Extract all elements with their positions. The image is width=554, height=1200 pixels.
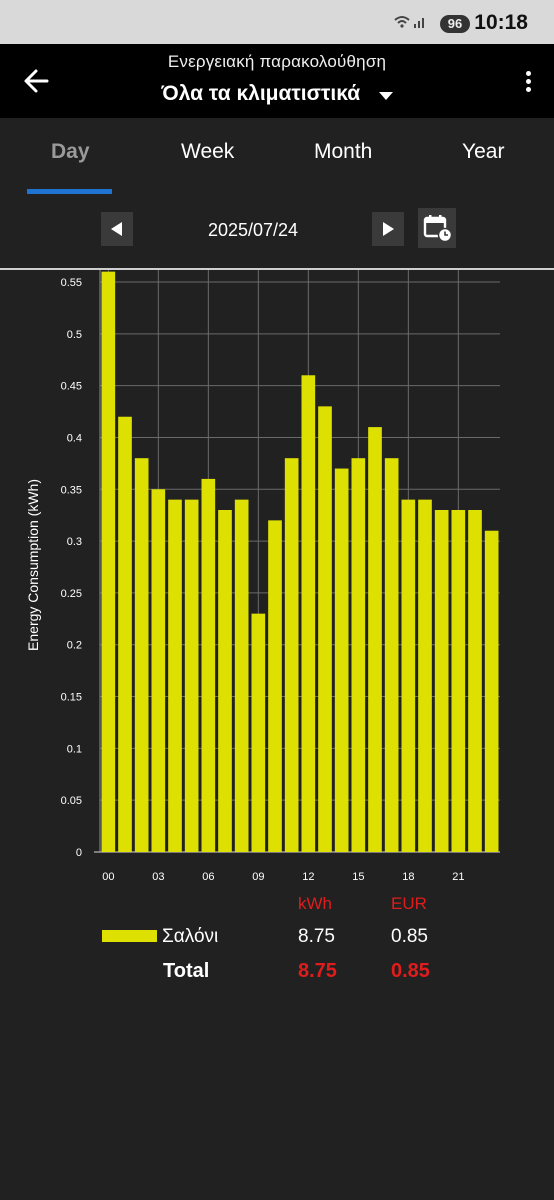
total-label: Total: [163, 960, 210, 982]
tab-day[interactable]: Day: [51, 140, 90, 163]
caret-down-icon: [378, 91, 393, 100]
y-axis-label: Energy Consumption (kWh): [25, 479, 41, 651]
bar-hour-14: [334, 468, 349, 852]
y-tick-label: 0.05: [61, 795, 82, 807]
arrow-left-icon: [24, 69, 49, 93]
triangle-left-icon: [111, 222, 122, 236]
total-kwh: 8.75: [298, 960, 337, 982]
next-day-button[interactable]: [372, 212, 404, 246]
y-tick-label: 0.3: [67, 536, 82, 548]
bar-hour-10: [268, 520, 282, 852]
bar-hour-07: [218, 510, 232, 852]
y-tick-label: 0.4: [67, 432, 82, 444]
active-tab-indicator: [27, 189, 112, 194]
bar-hour-03: [151, 489, 166, 852]
bar-hour-16: [368, 427, 382, 852]
series-kwh: 8.75: [298, 926, 335, 947]
tab-month[interactable]: Month: [314, 140, 373, 163]
device-selector[interactable]: Όλα τα κλιματιστικά: [0, 82, 554, 106]
bar-hour-18: [401, 499, 416, 852]
eur-column-header: EUR: [391, 894, 427, 913]
x-tick-label: 09: [252, 871, 264, 883]
app-bar: Ενεργειακή παρακολούθηση Όλα τα κλιματισ…: [0, 44, 554, 118]
bar-hour-01: [118, 416, 132, 852]
bar-hour-05: [184, 499, 199, 852]
bar-hour-20: [434, 510, 449, 852]
x-tick-label: 18: [402, 871, 414, 883]
clock: 10:18: [474, 11, 528, 34]
x-tick-label: 15: [352, 871, 364, 883]
bar-hour-17: [384, 458, 399, 852]
x-tick-label: 00: [102, 871, 114, 883]
y-tick-label: 0.35: [61, 484, 82, 496]
bar-hour-11: [284, 458, 299, 852]
energy-bar-chart: 0 0.05 0.1 0.15 0.2 0.25 0.3 0.35 0.4 0.45 0.5 0.55…: [25, 270, 500, 883]
series-name: Σαλόνι: [162, 926, 219, 947]
bar-hour-19: [418, 499, 432, 852]
x-tick-label: 06: [202, 871, 214, 883]
y-tick-label: 0.55: [61, 277, 82, 289]
tab-year[interactable]: Year: [462, 140, 505, 163]
page-title: Όλα τα κλιματιστικά: [161, 82, 361, 105]
wifi-signal-icon: [394, 15, 428, 32]
status-bar: 96 10:18: [0, 0, 554, 44]
calendar-button[interactable]: [418, 208, 456, 248]
period-tabs: Day Week Month Year: [0, 118, 554, 196]
y-tick-label: 0.15: [61, 692, 82, 704]
y-tick-label: 0.5: [67, 329, 82, 341]
x-tick-label: 03: [152, 871, 164, 883]
bar-hour-15: [351, 458, 366, 852]
triangle-right-icon: [383, 222, 394, 236]
bar-hour-04: [168, 499, 182, 852]
battery-indicator: 96: [440, 15, 470, 33]
back-button[interactable]: [18, 62, 56, 100]
date-navigator: 2025/07/24: [0, 196, 554, 270]
y-tick-label: 0.45: [61, 381, 82, 393]
bar-hour-09: [251, 613, 266, 852]
y-tick-label: 0.25: [61, 588, 82, 600]
current-date: 2025/07/24: [207, 220, 299, 240]
bar-hour-22: [468, 510, 482, 852]
bar-hour-02: [134, 458, 149, 852]
total-eur: 0.85: [391, 960, 430, 982]
more-vertical-icon: [525, 71, 531, 76]
more-menu-button[interactable]: [518, 68, 538, 98]
series-eur: 0.85: [391, 926, 428, 947]
y-tick-label: 0.2: [67, 640, 82, 652]
series-color-swatch: [102, 930, 157, 942]
bar-hour-06: [201, 478, 216, 852]
previous-day-button[interactable]: [101, 212, 133, 246]
x-tick-label: 21: [452, 871, 464, 883]
y-tick-label: 0: [76, 847, 82, 859]
page-subtitle: Ενεργειακή παρακολούθηση: [167, 52, 387, 71]
calendar-clock-icon: [423, 215, 453, 243]
y-tick-label: 0.1: [67, 743, 82, 755]
bar-hour-13: [318, 406, 332, 852]
tab-week[interactable]: Week: [181, 140, 235, 163]
bar-hour-00: [101, 271, 116, 852]
bar-hour-23: [484, 530, 499, 852]
kwh-column-header: kWh: [298, 894, 332, 913]
bar-hour-08: [234, 499, 249, 852]
bar-hour-12: [301, 375, 316, 852]
x-tick-label: 12: [302, 871, 314, 883]
bar-hour-21: [451, 510, 466, 852]
